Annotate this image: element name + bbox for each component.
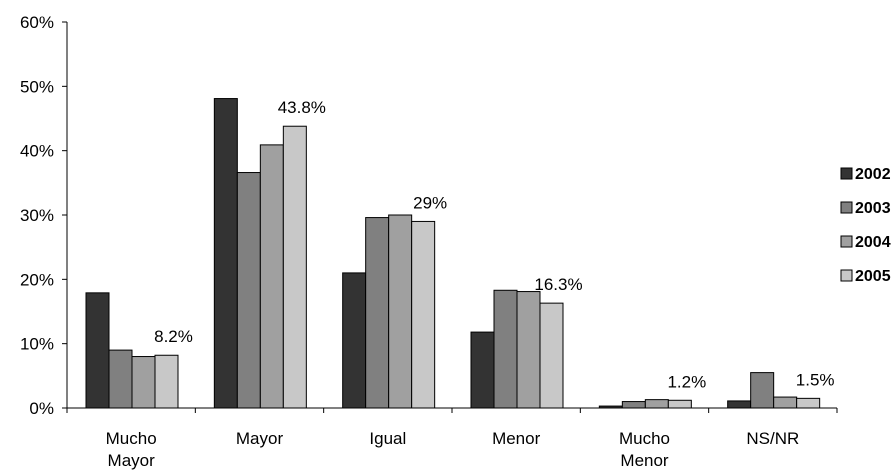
x-tick-label: Mucho [106,429,157,448]
bar-2002-1 [213,98,238,409]
x-tick-label: NS/NR [746,429,799,448]
data-label: 16.3% [534,275,582,294]
x-tick-labels: Mucho Mayor Mayor Igual Menor Mucho Menor NS/NR [106,429,800,470]
axes [62,21,838,413]
bar-2002-2 [342,272,367,409]
bar-2003-5 [750,372,775,409]
x-tick-label: Menor [492,429,541,448]
bar-2003-1 [236,172,261,409]
legend-label: 2004 [855,234,891,251]
bar-2004-5 [773,396,798,409]
y-tick-label: 50% [20,77,54,96]
bar-2004-4 [644,399,669,409]
bar-2002-0 [85,292,110,409]
y-tick-label: 20% [20,270,54,289]
data-label: 1.5% [796,370,835,389]
bar-2005-2 [411,220,436,409]
bar-2005-1 [282,125,307,409]
bar-2002-3 [470,331,495,409]
x-tick-label: Igual [369,429,406,448]
legend-swatch-2002 [840,167,853,180]
bar-2003-3 [493,289,518,409]
legend: 2002 2003 2004 2005 [840,166,891,285]
y-tick-labels: 0% 10% 20% 30% 40% 50% 60% [20,13,54,418]
bar-2004-1 [259,144,284,409]
y-tick-label: 10% [20,335,54,354]
bars [85,98,821,409]
x-tick-label: Mucho [619,429,670,448]
bar-2005-5 [796,397,821,409]
y-tick-label: 30% [20,206,54,225]
y-tick-label: 0% [29,399,54,418]
bar-2004-0 [131,356,156,409]
legend-swatch-2005 [840,269,853,282]
data-label: 29% [413,193,447,212]
x-tick-label: Menor [620,451,669,470]
bar-2004-2 [388,214,413,409]
data-label: 8.2% [154,327,193,346]
x-tick-label: Mayor [108,451,156,470]
bar-2004-3 [516,291,541,409]
y-tick-label: 40% [20,142,54,161]
legend-swatch-2003 [840,201,853,214]
bar-2003-2 [365,217,390,409]
legend-label: 2002 [855,166,891,183]
data-labels: 8.2% 43.8% 29% 16.3% 1.2% 1.5% [154,98,834,391]
bar-2002-4 [598,405,623,409]
legend-label: 2003 [855,200,891,217]
legend-swatch-2004 [840,235,853,248]
bar-2005-0 [154,354,179,409]
bar-2005-3 [539,302,564,409]
legend-label: 2005 [855,268,891,285]
bar-2002-5 [727,400,752,409]
bar-2003-0 [108,349,133,409]
bar-2003-4 [621,401,646,409]
x-tick-label: Mayor [236,429,284,448]
data-label: 1.2% [667,372,706,391]
bar-2005-4 [667,399,692,409]
y-tick-label: 60% [20,13,54,32]
data-label: 43.8% [278,98,326,117]
